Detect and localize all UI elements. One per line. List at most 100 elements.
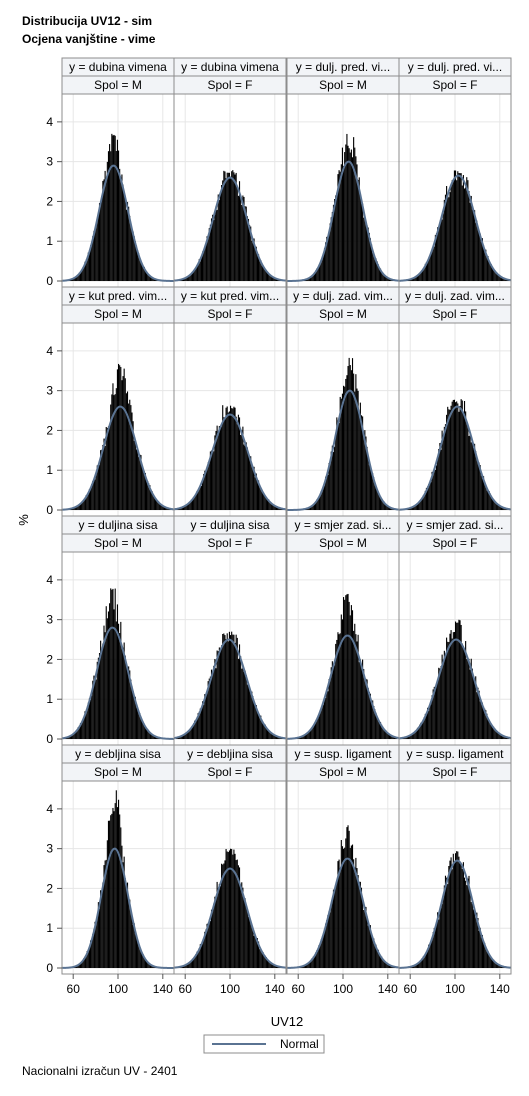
histogram-bar xyxy=(142,954,144,968)
histogram-bar xyxy=(491,498,494,510)
normal-curve xyxy=(61,405,175,511)
y-tick-label: 3 xyxy=(46,155,53,169)
y-tick-label: 1 xyxy=(46,234,53,248)
histogram-bar xyxy=(118,623,120,739)
histogram-bar xyxy=(113,811,115,968)
histogram-bar xyxy=(498,965,500,968)
histogram-bar xyxy=(204,249,206,281)
histogram-bar xyxy=(339,396,341,510)
histogram-bar xyxy=(434,686,436,739)
histogram-bar xyxy=(146,481,148,510)
panel: y = dubina vimena Spol = F xyxy=(173,57,287,288)
histogram-bar xyxy=(92,933,94,968)
histogram-bar xyxy=(114,135,116,281)
histogram-bar xyxy=(139,713,141,739)
histogram-bar xyxy=(185,733,187,739)
panel-header-spol: Spol = M xyxy=(94,307,142,321)
histogram-bar xyxy=(254,705,256,739)
histogram-bar xyxy=(251,464,253,510)
histogram-bar xyxy=(481,702,483,739)
histogram-bar xyxy=(227,641,229,739)
histogram-bar xyxy=(316,721,318,739)
histogram-bar xyxy=(189,729,191,739)
histogram-bar xyxy=(495,962,497,968)
histogram-bar xyxy=(493,959,495,968)
histogram-bar xyxy=(336,881,338,968)
histogram-bar xyxy=(318,716,320,739)
histogram-bar xyxy=(104,632,106,739)
histogram-bar xyxy=(366,225,368,281)
histogram-bar xyxy=(273,964,275,968)
histogram-bar xyxy=(462,862,464,968)
histogram-bar xyxy=(122,862,124,968)
histogram-bar xyxy=(125,663,127,739)
histogram-bar xyxy=(270,503,272,510)
histogram-bar xyxy=(503,507,505,510)
histogram-bar xyxy=(275,278,278,281)
histogram-bars xyxy=(404,851,509,968)
histogram-bar xyxy=(206,236,208,281)
histogram-bar xyxy=(366,446,368,510)
normal-curve xyxy=(173,867,287,969)
histogram-bar xyxy=(351,358,354,510)
histogram-bar xyxy=(384,275,386,281)
histogram-bar xyxy=(137,250,139,281)
histogram-bar xyxy=(432,689,434,739)
histogram-bar xyxy=(88,489,90,510)
histogram-bar xyxy=(307,732,309,739)
histogram-bar xyxy=(139,454,141,510)
histogram-bar xyxy=(235,416,237,510)
histogram-bar xyxy=(381,956,383,968)
histogram-bar xyxy=(362,659,364,739)
histogram-bar xyxy=(384,961,386,968)
histogram-bar xyxy=(115,790,117,968)
histogram-bar xyxy=(479,465,481,510)
histogram-bar xyxy=(468,436,470,510)
histogram-bar xyxy=(449,860,451,968)
histogram-bar xyxy=(329,676,331,739)
histogram-bar xyxy=(358,662,360,739)
histogram-bar xyxy=(425,952,427,968)
histogram-bars xyxy=(294,825,397,968)
histogram-bar xyxy=(271,275,273,281)
histogram-bar xyxy=(83,958,85,968)
histogram-bar xyxy=(111,813,113,968)
histogram-bar xyxy=(325,697,327,739)
histogram-bar xyxy=(303,734,305,739)
y-tick-label: 1 xyxy=(46,692,53,706)
histogram-bar xyxy=(359,402,361,510)
histogram-bar xyxy=(315,270,317,281)
histogram-bar xyxy=(202,701,204,739)
histogram-bar xyxy=(355,374,357,510)
histogram-bar xyxy=(375,944,377,968)
histogram-bar xyxy=(121,174,123,281)
histogram-bar xyxy=(205,694,207,739)
histogram-bar xyxy=(427,263,429,281)
histogram-bars xyxy=(64,588,166,739)
panel: y = duljina sisa Spol = F xyxy=(173,515,287,746)
histogram-bar xyxy=(459,620,461,739)
histogram-bar xyxy=(319,264,321,281)
histogram-bar xyxy=(77,727,79,739)
histogram-bar xyxy=(106,618,108,739)
histogram-bar xyxy=(130,679,132,739)
histogram-bar xyxy=(363,436,365,510)
histogram-bar xyxy=(140,719,142,739)
histogram-bar xyxy=(490,264,492,281)
histogram-bar xyxy=(277,506,279,510)
histogram-bar xyxy=(253,935,255,968)
histogram-bar xyxy=(465,880,467,968)
histogram-bar xyxy=(322,704,324,739)
histogram-bar xyxy=(120,827,122,968)
histogram-bar xyxy=(104,170,106,281)
histogram-bar xyxy=(456,851,458,968)
histogram-bar xyxy=(344,386,346,510)
histogram-bar xyxy=(420,722,422,739)
histogram-bar xyxy=(369,693,371,739)
histogram-bar xyxy=(137,707,139,739)
histogram-bar xyxy=(321,259,323,281)
histogram-bar xyxy=(128,403,130,510)
histogram-bar xyxy=(273,278,275,281)
histogram-bar xyxy=(373,254,375,281)
histogram-bar xyxy=(237,658,239,739)
